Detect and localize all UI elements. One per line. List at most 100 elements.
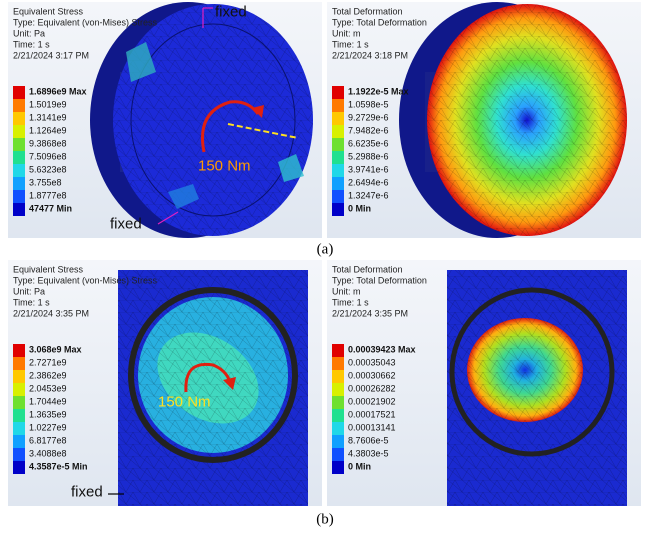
legend-label: 8.7606e-5: [348, 435, 389, 445]
legend-swatch: [13, 112, 25, 125]
legend-swatch: [332, 422, 344, 435]
legend-label: 1.3141e9: [29, 112, 67, 122]
info-line: Total Deformation: [332, 6, 403, 16]
legend-swatch: [13, 190, 25, 203]
legend-swatch: [13, 164, 25, 177]
legend-swatch: [332, 164, 344, 177]
legend-swatch: [332, 383, 344, 396]
legend-swatch: [332, 396, 344, 409]
legend-label: 0.00013141: [348, 422, 396, 432]
legend-label: 5.6323e8: [29, 164, 67, 174]
legend-swatch: [13, 151, 25, 164]
legend-swatch: [332, 370, 344, 383]
legend-label: 0.00039423 Max: [348, 344, 416, 354]
legend-label: 3.9741e-6: [348, 164, 389, 174]
legend-swatch: [332, 151, 344, 164]
legend-label: 9.2729e-6: [348, 112, 389, 122]
caption: (a): [317, 242, 334, 258]
legend-swatch: [13, 435, 25, 448]
legend-swatch: [13, 448, 25, 461]
legend-swatch: [13, 461, 25, 474]
annotation: 150 Nm: [158, 393, 211, 410]
mesh: [138, 297, 288, 453]
legend-swatch: [332, 461, 344, 474]
info-line: Unit: m: [332, 286, 361, 296]
legend-label: 1.6896e9 Max: [29, 86, 87, 96]
info-line: Unit: Pa: [13, 28, 45, 38]
legend-label: 3.068e9 Max: [29, 344, 82, 354]
legend-swatch: [332, 112, 344, 125]
info-line: 2/21/2024 3:35 PM: [332, 308, 408, 318]
legend-swatch: [13, 409, 25, 422]
legend-label: 2.3862e9: [29, 370, 67, 380]
legend-swatch: [13, 99, 25, 112]
model: [108, 270, 308, 506]
legend-swatch: [13, 86, 25, 99]
info-line: Time: 1 s: [13, 39, 50, 49]
info-line: 2/21/2024 3:17 PM: [13, 50, 89, 60]
legend-label: 6.8177e8: [29, 435, 67, 445]
info-line: Equivalent Stress: [13, 6, 84, 16]
legend-label: 0 Min: [348, 461, 371, 471]
legend-label: 0.00030662: [348, 370, 396, 380]
legend-label: 1.3635e9: [29, 409, 67, 419]
legend-swatch: [13, 422, 25, 435]
legend-label: 6.6235e-6: [348, 138, 389, 148]
legend-label: 1.5019e9: [29, 99, 67, 109]
legend-swatch: [13, 203, 25, 216]
legend-swatch: [13, 370, 25, 383]
info-line: Unit: Pa: [13, 286, 45, 296]
info-line: Type: Total Deformation: [332, 17, 427, 27]
legend-label: 1.1264e9: [29, 125, 67, 135]
info-line: Time: 1 s: [13, 297, 50, 307]
legend-label: 1.3247e-6: [348, 190, 389, 200]
legend-swatch: [332, 190, 344, 203]
legend-label: 1.0598e-5: [348, 99, 389, 109]
info-line: Unit: m: [332, 28, 361, 38]
model: [399, 2, 627, 238]
info-line: Type: Total Deformation: [332, 275, 427, 285]
model: [90, 2, 313, 238]
info-line: Time: 1 s: [332, 297, 369, 307]
legend-label: 7.5096e8: [29, 151, 67, 161]
legend-label: 1.8777e8: [29, 190, 67, 200]
legend-label: 47477 Min: [29, 203, 72, 213]
info-line: Total Deformation: [332, 264, 403, 274]
legend-swatch: [332, 86, 344, 99]
legend-label: 0.00035043: [348, 357, 396, 367]
legend-label: 1.0227e9: [29, 422, 67, 432]
legend-label: 5.2988e-6: [348, 151, 389, 161]
legend-swatch: [332, 357, 344, 370]
legend-label: 2.7271e9: [29, 357, 67, 367]
figure: (a)Equivalent StressType: Equivalent (vo…: [0, 0, 650, 538]
caption: (b): [316, 512, 334, 528]
legend-swatch: [13, 396, 25, 409]
annotation: fixed: [71, 483, 103, 500]
annotation: 150 Nm: [198, 157, 251, 174]
legend-label: 1.1922e-5 Max: [348, 86, 409, 96]
legend-label: 2.0453e9: [29, 383, 67, 393]
legend-swatch: [332, 448, 344, 461]
legend-label: 3.755e8: [29, 177, 62, 187]
info-line: Equivalent Stress: [13, 264, 84, 274]
legend-label: 4.3803e-5: [348, 448, 389, 458]
legend-swatch: [13, 138, 25, 151]
legend-swatch: [332, 177, 344, 190]
info-line: Time: 1 s: [332, 39, 369, 49]
legend-swatch: [13, 125, 25, 138]
legend-swatch: [332, 435, 344, 448]
info-line: Type: Equivalent (von-Mises) Stress: [13, 275, 158, 285]
legend-swatch: [13, 357, 25, 370]
legend-label: 3.4088e8: [29, 448, 67, 458]
legend-swatch: [13, 344, 25, 357]
legend-swatch: [332, 203, 344, 216]
legend-swatch: [332, 99, 344, 112]
legend-label: 0.00017521: [348, 409, 396, 419]
legend-swatch: [332, 138, 344, 151]
mesh: [458, 296, 606, 448]
legend-label: 1.7044e9: [29, 396, 67, 406]
legend-label: 7.9482e-6: [348, 125, 389, 135]
mesh: [427, 4, 627, 236]
legend-swatch: [13, 177, 25, 190]
